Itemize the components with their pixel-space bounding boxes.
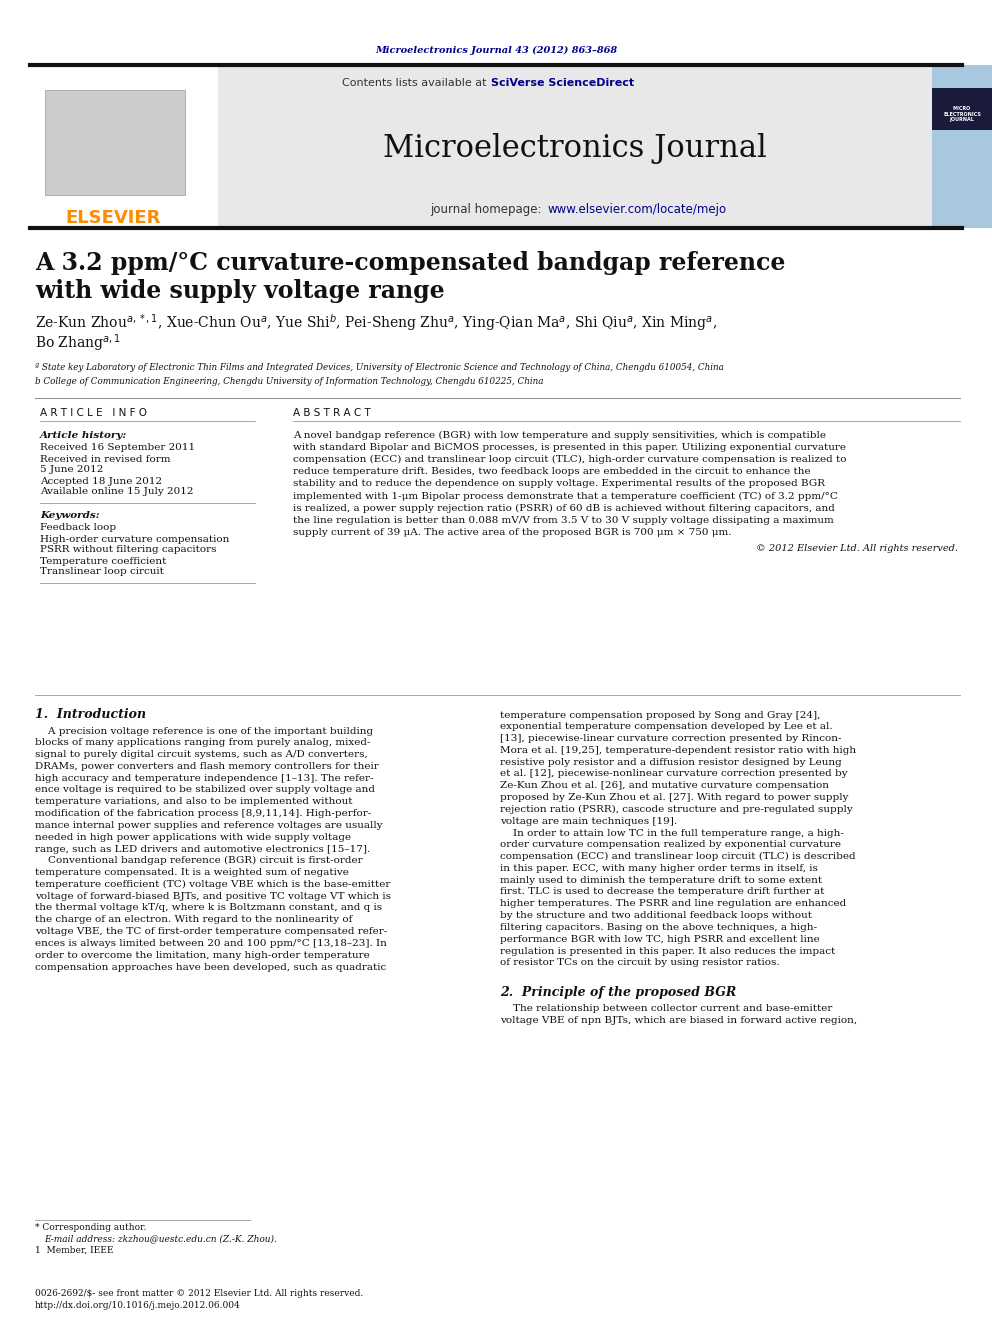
Text: Microelectronics Journal: Microelectronics Journal xyxy=(383,132,767,164)
Text: with wide supply voltage range: with wide supply voltage range xyxy=(35,279,444,303)
Text: et al. [12], piecewise-nonlinear curvature correction presented by: et al. [12], piecewise-nonlinear curvatu… xyxy=(500,770,847,778)
Text: b College of Communication Engineering, Chengdu University of Information Techno: b College of Communication Engineering, … xyxy=(35,377,544,386)
Text: the line regulation is better than 0.088 mV/V from 3.5 V to 30 V supply voltage : the line regulation is better than 0.088… xyxy=(293,516,833,525)
Bar xyxy=(30,65,218,228)
Text: first. TLC is used to decrease the temperature drift further at: first. TLC is used to decrease the tempe… xyxy=(500,888,824,897)
Text: 0026-2692/$- see front matter © 2012 Elsevier Ltd. All rights reserved.: 0026-2692/$- see front matter © 2012 Els… xyxy=(35,1289,363,1298)
Text: ELSEVIER: ELSEVIER xyxy=(65,209,161,228)
Text: mance internal power supplies and reference voltages are usually: mance internal power supplies and refere… xyxy=(35,820,383,830)
Text: order to overcome the limitation, many high-order temperature: order to overcome the limitation, many h… xyxy=(35,951,370,959)
Text: supply current of 39 μA. The active area of the proposed BGR is 700 μm × 750 μm.: supply current of 39 μA. The active area… xyxy=(293,528,731,537)
Text: needed in high power applications with wide supply voltage: needed in high power applications with w… xyxy=(35,832,351,841)
Text: mainly used to diminish the temperature drift to some extent: mainly used to diminish the temperature … xyxy=(500,876,822,885)
Text: Bo Zhang$^{a,1}$: Bo Zhang$^{a,1}$ xyxy=(35,332,121,353)
Text: the charge of an electron. With regard to the nonlinearity of: the charge of an electron. With regard t… xyxy=(35,916,352,925)
Text: voltage of forward-biased BJTs, and positive TC voltage VT which is: voltage of forward-biased BJTs, and posi… xyxy=(35,892,391,901)
Text: In order to attain low TC in the full temperature range, a high-: In order to attain low TC in the full te… xyxy=(500,828,844,837)
Text: signal to purely digital circuit systems, such as A/D converters,: signal to purely digital circuit systems… xyxy=(35,750,368,759)
Text: journal homepage:: journal homepage: xyxy=(430,204,546,217)
Text: with standard Bipolar and BiCMOS processes, is presented in this paper. Utilizin: with standard Bipolar and BiCMOS process… xyxy=(293,443,846,451)
Text: implemented with 1-μm Bipolar process demonstrate that a temperature coefficient: implemented with 1-μm Bipolar process de… xyxy=(293,491,838,500)
Text: compensation (ECC) and translinear loop circuit (TLC) is described: compensation (ECC) and translinear loop … xyxy=(500,852,856,861)
Text: compensation approaches have been developed, such as quadratic: compensation approaches have been develo… xyxy=(35,963,386,971)
Text: MICRO
ELECTRONICS
JOURNAL: MICRO ELECTRONICS JOURNAL xyxy=(943,106,981,122)
Text: ª State key Laboratory of Electronic Thin Films and Integrated Devices, Universi: ª State key Laboratory of Electronic Thi… xyxy=(35,364,724,373)
Text: voltage are main techniques [19].: voltage are main techniques [19]. xyxy=(500,816,678,826)
Text: Temperature coefficient: Temperature coefficient xyxy=(40,557,167,565)
Text: Microelectronics Journal 43 (2012) 863–868: Microelectronics Journal 43 (2012) 863–8… xyxy=(375,45,617,54)
Text: Contents lists available at: Contents lists available at xyxy=(342,78,490,89)
Text: DRAMs, power converters and flash memory controllers for their: DRAMs, power converters and flash memory… xyxy=(35,762,379,771)
Text: 1  Member, IEEE: 1 Member, IEEE xyxy=(35,1245,113,1254)
Text: Conventional bandgap reference (BGR) circuit is first-order: Conventional bandgap reference (BGR) cir… xyxy=(35,856,363,865)
Text: PSRR without filtering capacitors: PSRR without filtering capacitors xyxy=(40,545,216,554)
Text: performance BGR with low TC, high PSRR and excellent line: performance BGR with low TC, high PSRR a… xyxy=(500,935,819,943)
Bar xyxy=(932,65,992,228)
Text: Feedback loop: Feedback loop xyxy=(40,524,116,532)
Text: temperature variations, and also to be implemented without: temperature variations, and also to be i… xyxy=(35,798,352,806)
Text: range, such as LED drivers and automotive electronics [15–17].: range, such as LED drivers and automotiv… xyxy=(35,844,370,853)
Text: stability and to reduce the dependence on supply voltage. Experimental results o: stability and to reduce the dependence o… xyxy=(293,479,825,488)
Text: temperature coefficient (TC) voltage VBE which is the base-emitter: temperature coefficient (TC) voltage VBE… xyxy=(35,880,391,889)
Text: of resistor TCs on the circuit by using resistor ratios.: of resistor TCs on the circuit by using … xyxy=(500,958,780,967)
Text: Accepted 18 June 2012: Accepted 18 June 2012 xyxy=(40,476,162,486)
Text: Received in revised form: Received in revised form xyxy=(40,455,171,463)
Text: Keywords:: Keywords: xyxy=(40,511,99,520)
Text: order curvature compensation realized by exponential curvature: order curvature compensation realized by… xyxy=(500,840,841,849)
Bar xyxy=(45,90,185,194)
Text: modification of the fabrication process [8,9,11,14]. High-perfor-: modification of the fabrication process … xyxy=(35,810,371,818)
Text: 1.  Introduction: 1. Introduction xyxy=(35,709,146,721)
Text: Ze-Kun Zhou et al. [26], and mutative curvature compensation: Ze-Kun Zhou et al. [26], and mutative cu… xyxy=(500,782,829,790)
Text: A 3.2 ppm/°C curvature-compensated bandgap reference: A 3.2 ppm/°C curvature-compensated bandg… xyxy=(35,251,786,275)
Text: * Corresponding author.: * Corresponding author. xyxy=(35,1224,147,1233)
Text: ence voltage is required to be stabilized over supply voltage and: ence voltage is required to be stabilize… xyxy=(35,786,375,795)
Text: A precision voltage reference is one of the important building: A precision voltage reference is one of … xyxy=(35,726,373,736)
Text: Received 16 September 2011: Received 16 September 2011 xyxy=(40,443,195,452)
Text: reduce temperature drift. Besides, two feedback loops are embedded in the circui: reduce temperature drift. Besides, two f… xyxy=(293,467,810,476)
Bar xyxy=(932,89,992,130)
Text: http://dx.doi.org/10.1016/j.mejo.2012.06.004: http://dx.doi.org/10.1016/j.mejo.2012.06… xyxy=(35,1301,241,1310)
Text: E-mail address: zkzhou@uestc.edu.cn (Z.-K. Zhou).: E-mail address: zkzhou@uestc.edu.cn (Z.-… xyxy=(44,1234,277,1244)
Text: 2.  Principle of the proposed BGR: 2. Principle of the proposed BGR xyxy=(500,986,736,999)
Text: Ze-Kun Zhou$^{a,*,1}$, Xue-Chun Ou$^{a}$, Yue Shi$^{b}$, Pei-Sheng Zhu$^{a}$, Yi: Ze-Kun Zhou$^{a,*,1}$, Xue-Chun Ou$^{a}$… xyxy=(35,312,717,333)
Text: A R T I C L E   I N F O: A R T I C L E I N F O xyxy=(40,407,147,418)
Text: Mora et al. [19,25], temperature-dependent resistor ratio with high: Mora et al. [19,25], temperature-depende… xyxy=(500,746,856,755)
Text: temperature compensated. It is a weighted sum of negative: temperature compensated. It is a weighte… xyxy=(35,868,349,877)
Text: The relationship between collector current and base-emitter: The relationship between collector curre… xyxy=(500,1004,832,1013)
Text: in this paper. ECC, with many higher order terms in itself, is: in this paper. ECC, with many higher ord… xyxy=(500,864,817,873)
Text: by the structure and two additional feedback loops without: by the structure and two additional feed… xyxy=(500,912,812,919)
Text: A novel bandgap reference (BGR) with low temperature and supply sensitivities, w: A novel bandgap reference (BGR) with low… xyxy=(293,430,826,439)
Text: www.elsevier.com/locate/mejo: www.elsevier.com/locate/mejo xyxy=(547,204,726,217)
Text: is realized, a power supply rejection ratio (PSRR) of 60 dB is achieved without : is realized, a power supply rejection ra… xyxy=(293,504,835,513)
Text: Translinear loop circuit: Translinear loop circuit xyxy=(40,568,164,577)
Text: SciVerse ScienceDirect: SciVerse ScienceDirect xyxy=(491,78,634,89)
Text: rejection ratio (PSRR), cascode structure and pre-regulated supply: rejection ratio (PSRR), cascode structur… xyxy=(500,804,853,814)
Text: the thermal voltage kT/q, where k is Boltzmann constant, and q is: the thermal voltage kT/q, where k is Bol… xyxy=(35,904,382,913)
Text: compensation (ECC) and translinear loop circuit (TLC), high-order curvature comp: compensation (ECC) and translinear loop … xyxy=(293,455,846,464)
Text: regulation is presented in this paper. It also reduces the impact: regulation is presented in this paper. I… xyxy=(500,946,835,955)
Text: voltage VBE of npn BJTs, which are biased in forward active region,: voltage VBE of npn BJTs, which are biase… xyxy=(500,1016,857,1025)
Text: Article history:: Article history: xyxy=(40,430,127,439)
Text: voltage VBE, the TC of first-order temperature compensated refer-: voltage VBE, the TC of first-order tempe… xyxy=(35,927,387,937)
Text: ences is always limited between 20 and 100 ppm/°C [13,18–23]. In: ences is always limited between 20 and 1… xyxy=(35,939,387,947)
Text: higher temperatures. The PSRR and line regulation are enhanced: higher temperatures. The PSRR and line r… xyxy=(500,900,846,909)
Text: Available online 15 July 2012: Available online 15 July 2012 xyxy=(40,487,193,496)
Text: © 2012 Elsevier Ltd. All rights reserved.: © 2012 Elsevier Ltd. All rights reserved… xyxy=(756,544,958,553)
Text: resistive poly resistor and a diffusion resistor designed by Leung: resistive poly resistor and a diffusion … xyxy=(500,758,842,767)
Text: temperature compensation proposed by Song and Gray [24],: temperature compensation proposed by Son… xyxy=(500,710,820,720)
Bar xyxy=(218,65,932,228)
Text: [13], piecewise-linear curvature correction presented by Rincon-: [13], piecewise-linear curvature correct… xyxy=(500,734,841,744)
Text: high accuracy and temperature independence [1–13]. The refer-: high accuracy and temperature independen… xyxy=(35,774,374,783)
Text: exponential temperature compensation developed by Lee et al.: exponential temperature compensation dev… xyxy=(500,722,832,732)
Text: 5 June 2012: 5 June 2012 xyxy=(40,466,103,475)
Text: filtering capacitors. Basing on the above techniques, a high-: filtering capacitors. Basing on the abov… xyxy=(500,923,817,931)
Text: A B S T R A C T: A B S T R A C T xyxy=(293,407,371,418)
Text: High-order curvature compensation: High-order curvature compensation xyxy=(40,534,229,544)
Text: blocks of many applications ranging from purely analog, mixed-: blocks of many applications ranging from… xyxy=(35,738,370,747)
Text: proposed by Ze-Kun Zhou et al. [27]. With regard to power supply: proposed by Ze-Kun Zhou et al. [27]. Wit… xyxy=(500,792,848,802)
